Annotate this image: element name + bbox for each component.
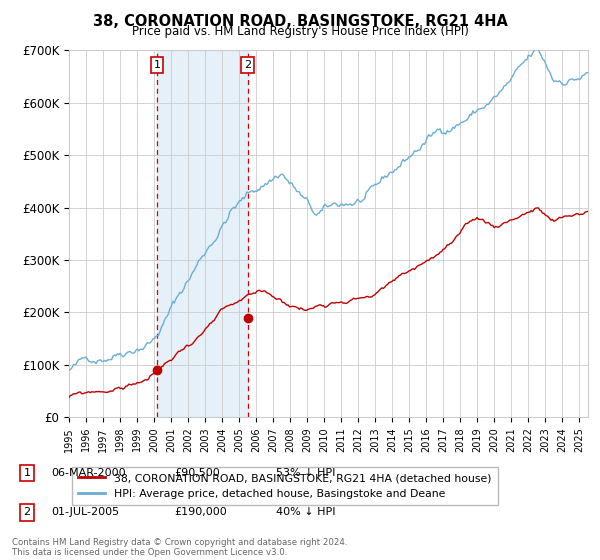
Text: 38, CORONATION ROAD, BASINGSTOKE, RG21 4HA: 38, CORONATION ROAD, BASINGSTOKE, RG21 4… xyxy=(92,14,508,29)
Text: Price paid vs. HM Land Registry's House Price Index (HPI): Price paid vs. HM Land Registry's House … xyxy=(131,25,469,38)
Text: £190,000: £190,000 xyxy=(174,507,227,517)
Text: 2: 2 xyxy=(244,60,251,70)
Text: 1: 1 xyxy=(23,468,31,478)
Text: 01-JUL-2005: 01-JUL-2005 xyxy=(51,507,119,517)
Text: 40% ↓ HPI: 40% ↓ HPI xyxy=(276,507,335,517)
Text: 2: 2 xyxy=(23,507,31,517)
Text: 06-MAR-2000: 06-MAR-2000 xyxy=(51,468,125,478)
Bar xyxy=(157,50,248,417)
Legend: 38, CORONATION ROAD, BASINGSTOKE, RG21 4HA (detached house), HPI: Average price,: 38, CORONATION ROAD, BASINGSTOKE, RG21 4… xyxy=(72,466,498,505)
Text: £90,500: £90,500 xyxy=(174,468,220,478)
Text: 1: 1 xyxy=(154,60,161,70)
Text: Contains HM Land Registry data © Crown copyright and database right 2024.
This d: Contains HM Land Registry data © Crown c… xyxy=(12,538,347,557)
Text: 53% ↓ HPI: 53% ↓ HPI xyxy=(276,468,335,478)
